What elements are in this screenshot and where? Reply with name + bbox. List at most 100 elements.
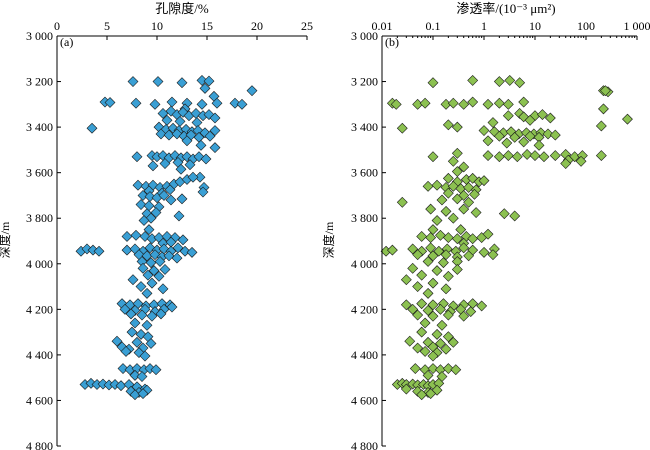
data-point-porosity xyxy=(145,338,157,349)
data-point-porosity xyxy=(176,77,188,89)
data-point-permeability xyxy=(440,249,452,261)
x-tick-label-porosity: 20 xyxy=(251,19,263,33)
y-tick-label-porosity: 3 000 xyxy=(26,29,53,43)
data-point-porosity xyxy=(136,371,148,382)
data-point-permeability xyxy=(482,228,494,240)
data-point-permeability xyxy=(390,98,402,110)
x-tick-label-permeability: 100 xyxy=(577,19,595,33)
x-tick-label-porosity: 5 xyxy=(104,19,110,33)
data-point-permeability xyxy=(422,305,434,316)
data-point-porosity xyxy=(197,186,209,198)
data-point-permeability xyxy=(442,309,454,321)
data-point-porosity xyxy=(152,76,164,87)
x-tick-label-permeability: 0.01 xyxy=(372,19,393,33)
data-point-porosity xyxy=(143,200,155,212)
data-point-permeability xyxy=(442,119,454,131)
data-points-porosity xyxy=(75,74,258,401)
data-point-permeability xyxy=(419,97,431,109)
data-point-porosity xyxy=(120,346,132,357)
data-point-permeability xyxy=(427,77,439,89)
x-tick-marks-porosity: 0 5 10 15 20 25 xyxy=(54,19,313,40)
data-point-permeability xyxy=(509,131,521,143)
data-point-permeability xyxy=(544,112,556,124)
data-point-permeability xyxy=(447,97,459,109)
data-point-porosity xyxy=(195,139,207,151)
x-tick-label-porosity: 0 xyxy=(54,19,60,33)
data-point-porosity xyxy=(200,153,212,165)
data-point-porosity xyxy=(157,283,169,295)
data-point-porosity xyxy=(179,245,191,257)
data-point-permeability xyxy=(502,98,514,110)
data-point-permeability xyxy=(451,147,463,159)
data-point-porosity xyxy=(150,207,162,218)
data-point-permeability xyxy=(549,129,561,141)
y-tick-label-porosity: 4 800 xyxy=(26,439,53,450)
data-point-permeability xyxy=(436,319,448,331)
y-tick-label-permeability: 3 600 xyxy=(351,166,378,180)
data-point-porosity xyxy=(175,163,187,175)
data-point-porosity xyxy=(119,303,131,315)
x-tick-marks-permeability: 0.01 0.1 1 10 100 1 000 xyxy=(372,19,650,40)
data-point-permeability xyxy=(622,113,633,125)
data-point-permeability xyxy=(465,306,477,318)
data-point-permeability xyxy=(598,103,609,115)
data-point-porosity xyxy=(139,350,151,362)
data-point-permeability xyxy=(447,336,459,348)
data-point-porosity xyxy=(165,194,177,206)
data-point-porosity xyxy=(136,309,148,321)
y-tick-label-porosity: 4 200 xyxy=(26,302,53,316)
data-point-porosity xyxy=(147,160,159,172)
data-point-permeability xyxy=(458,242,470,254)
data-point-permeability xyxy=(425,388,437,400)
data-point-permeability xyxy=(416,269,428,281)
data-point-permeability xyxy=(425,232,437,244)
data-point-permeability xyxy=(407,243,419,255)
data-point-porosity xyxy=(187,171,199,183)
data-point-permeability xyxy=(476,300,488,312)
data-point-permeability xyxy=(440,205,452,217)
data-point-porosity xyxy=(199,82,211,94)
data-point-permeability xyxy=(400,383,412,395)
panel-label-b: (b) xyxy=(385,35,399,49)
data-point-permeability xyxy=(419,346,431,357)
data-point-permeability xyxy=(455,224,467,236)
data-point-permeability xyxy=(407,262,419,274)
data-point-permeability xyxy=(442,232,454,244)
y-tick-label-permeability: 3 800 xyxy=(351,211,378,225)
y-axis-label-permeability: 深度/m xyxy=(321,221,336,258)
data-point-permeability xyxy=(416,298,428,310)
data-point-porosity xyxy=(86,122,98,134)
data-point-permeability xyxy=(412,309,424,321)
data-point-porosity xyxy=(181,135,193,147)
x-tick-label-permeability: 10 xyxy=(529,19,541,33)
data-point-porosity xyxy=(186,246,198,258)
data-point-permeability xyxy=(595,150,607,162)
data-point-porosity xyxy=(125,308,137,320)
data-point-permeability xyxy=(521,149,533,160)
data-point-permeability xyxy=(529,150,541,162)
data-point-porosity xyxy=(137,388,149,400)
data-point-permeability xyxy=(386,244,398,256)
data-point-porosity xyxy=(159,158,171,169)
data-point-permeability xyxy=(498,208,510,220)
data-point-permeability xyxy=(542,128,554,140)
data-point-porosity xyxy=(146,277,158,289)
data-point-permeability xyxy=(427,151,439,163)
y-tick-label-permeability: 3 000 xyxy=(351,29,378,43)
data-point-permeability xyxy=(467,298,479,310)
data-point-porosity xyxy=(164,184,176,196)
data-point-porosity xyxy=(176,193,188,205)
data-point-porosity xyxy=(129,369,141,381)
y-tick-label-porosity: 4 000 xyxy=(26,257,53,271)
chart-title-permeability: 渗透率/(10⁻³ μm²) xyxy=(456,1,555,16)
data-point-permeability xyxy=(478,125,490,136)
y-tick-label-permeability: 4 000 xyxy=(351,257,378,271)
data-point-porosity xyxy=(104,97,116,108)
data-point-permeability xyxy=(560,158,572,169)
data-point-permeability xyxy=(436,194,448,206)
data-point-permeability xyxy=(458,310,470,322)
data-point-porosity xyxy=(209,112,221,124)
data-point-permeability xyxy=(463,196,475,208)
y-tick-label-porosity: 4 400 xyxy=(26,348,53,362)
